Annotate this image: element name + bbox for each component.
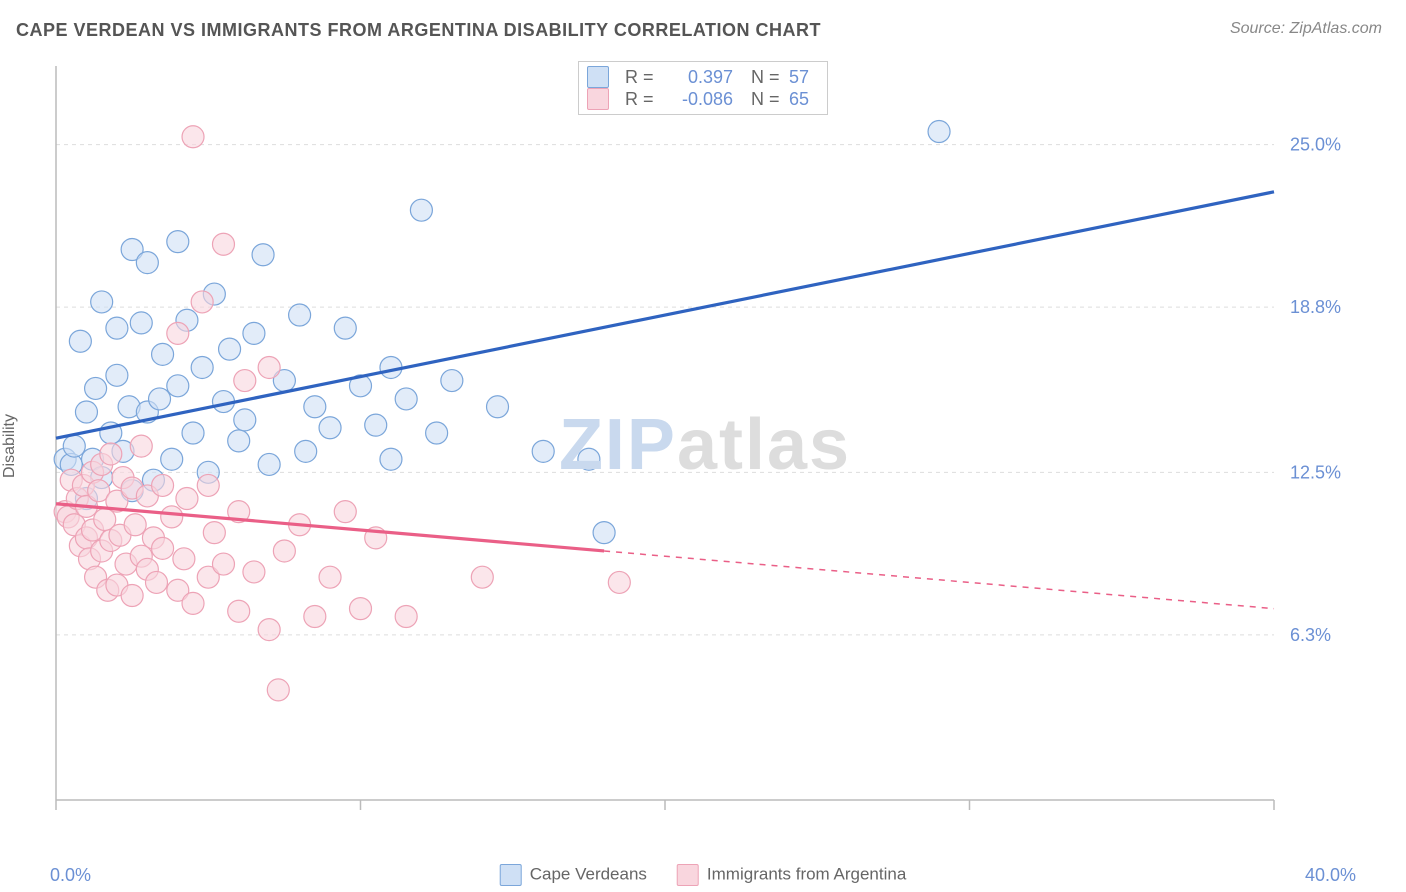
correlation-legend-row: R =-0.086N =65 (587, 88, 819, 110)
y-axis-label: Disability (1, 414, 19, 478)
svg-text:25.0%: 25.0% (1290, 135, 1341, 155)
legend-swatch (587, 66, 609, 88)
scatter-plot-svg: 6.3% 12.5% 18.8% 25.0% (50, 60, 1360, 830)
legend-label: Cape Verdeans (530, 864, 647, 883)
legend-item: Cape Verdeans (500, 864, 647, 886)
source-attribution: Source: ZipAtlas.com (1230, 20, 1382, 38)
legend-swatch (587, 88, 609, 110)
svg-text:6.3%: 6.3% (1290, 625, 1331, 645)
legend-swatch (500, 864, 522, 886)
x-tick-max: 40.0% (1305, 865, 1356, 886)
legend-swatch (677, 864, 699, 886)
legend-item: Immigrants from Argentina (677, 864, 906, 886)
svg-text:18.8%: 18.8% (1290, 297, 1341, 317)
correlation-legend: R =0.397N =57R =-0.086N =65 (578, 61, 828, 115)
legend-label: Immigrants from Argentina (707, 864, 906, 883)
svg-text:12.5%: 12.5% (1290, 462, 1341, 482)
chart-title: CAPE VERDEAN VS IMMIGRANTS FROM ARGENTIN… (16, 20, 821, 41)
series-legend: Cape Verdeans Immigrants from Argentina (500, 864, 907, 886)
x-tick-min: 0.0% (50, 865, 91, 886)
correlation-legend-row: R =0.397N =57 (587, 66, 819, 88)
chart-area: 6.3%12.5%18.8%25.0% ZIPatlas (50, 60, 1360, 830)
